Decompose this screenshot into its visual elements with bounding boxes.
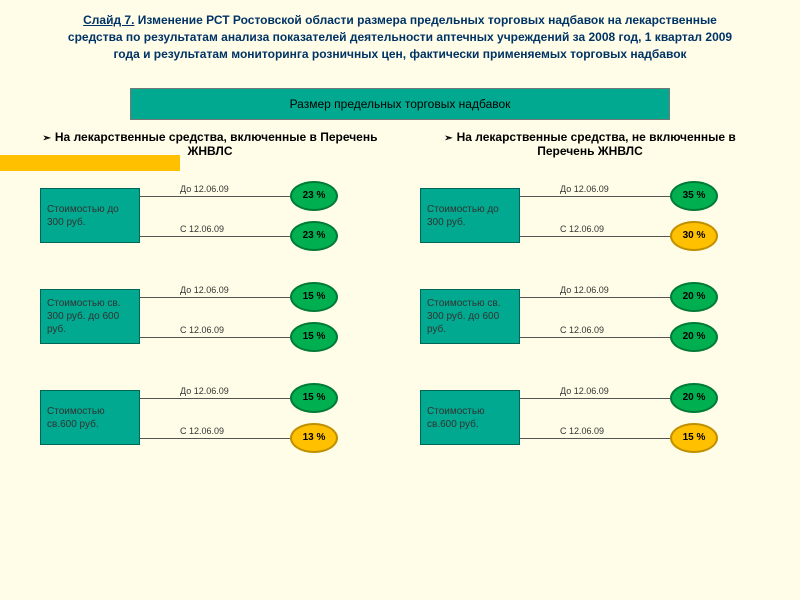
connector-line (520, 398, 670, 399)
connector-line (140, 438, 290, 439)
connector-line (140, 398, 290, 399)
connector-line (520, 236, 670, 237)
price-group: Стоимостью св. 300 руб. до 600 руб. До 1… (410, 269, 770, 364)
connector-line (140, 196, 290, 197)
price-group: Стоимостью до 300 руб. До 12.06.09 С 12.… (30, 168, 390, 263)
before-percent: 20 % (670, 383, 718, 413)
right-column-title: ➣На лекарственные средства, не включенны… (410, 130, 770, 158)
price-group: Стоимостью св.600 руб. До 12.06.09 С 12.… (410, 370, 770, 465)
connector-line (520, 337, 670, 338)
before-label: До 12.06.09 (180, 285, 229, 295)
after-label: С 12.06.09 (560, 224, 604, 234)
left-column: ➣На лекарственные средства, включенные в… (30, 130, 390, 471)
before-label: До 12.06.09 (560, 184, 609, 194)
before-label: До 12.06.09 (560, 285, 609, 295)
price-box: Стоимостью св. 300 руб. до 600 руб. (420, 289, 520, 344)
after-label: С 12.06.09 (560, 426, 604, 436)
after-label: С 12.06.09 (180, 325, 224, 335)
after-percent: 13 % (290, 423, 338, 453)
connector-line (520, 438, 670, 439)
before-percent: 15 % (290, 383, 338, 413)
columns: ➣На лекарственные средства, включенные в… (0, 130, 800, 471)
slide-title: Слайд 7. Изменение РСТ Ростовской област… (0, 0, 800, 70)
after-percent: 23 % (290, 221, 338, 251)
before-label: До 12.06.09 (180, 386, 229, 396)
chevron-icon: ➣ (43, 133, 51, 144)
after-percent: 15 % (290, 322, 338, 352)
after-label: С 12.06.09 (560, 325, 604, 335)
connector-line (140, 236, 290, 237)
after-label: С 12.06.09 (180, 426, 224, 436)
slide-number: Слайд 7. (83, 13, 134, 27)
right-column: ➣На лекарственные средства, не включенны… (410, 130, 770, 471)
connector-line (520, 196, 670, 197)
title-text: Изменение РСТ Ростовской области размера… (68, 13, 732, 61)
connector-line (140, 337, 290, 338)
after-percent: 30 % (670, 221, 718, 251)
price-box: Стоимостью до 300 руб. (420, 188, 520, 243)
before-label: До 12.06.09 (560, 386, 609, 396)
after-percent: 20 % (670, 322, 718, 352)
connector-line (520, 297, 670, 298)
after-label: С 12.06.09 (180, 224, 224, 234)
banner: Размер предельных торговых надбавок (130, 88, 670, 120)
price-box: Стоимостью св.600 руб. (40, 390, 140, 445)
price-box: Стоимостью св.600 руб. (420, 390, 520, 445)
before-percent: 15 % (290, 282, 338, 312)
before-percent: 35 % (670, 181, 718, 211)
before-percent: 20 % (670, 282, 718, 312)
connector-line (140, 297, 290, 298)
price-group: Стоимостью до 300 руб. До 12.06.09 С 12.… (410, 168, 770, 263)
price-box: Стоимостью св. 300 руб. до 600 руб. (40, 289, 140, 344)
price-group: Стоимостью св. 300 руб. до 600 руб. До 1… (30, 269, 390, 364)
after-percent: 15 % (670, 423, 718, 453)
price-group: Стоимостью св.600 руб. До 12.06.09 С 12.… (30, 370, 390, 465)
price-box: Стоимостью до 300 руб. (40, 188, 140, 243)
chevron-icon: ➣ (444, 133, 452, 144)
before-percent: 23 % (290, 181, 338, 211)
before-label: До 12.06.09 (180, 184, 229, 194)
